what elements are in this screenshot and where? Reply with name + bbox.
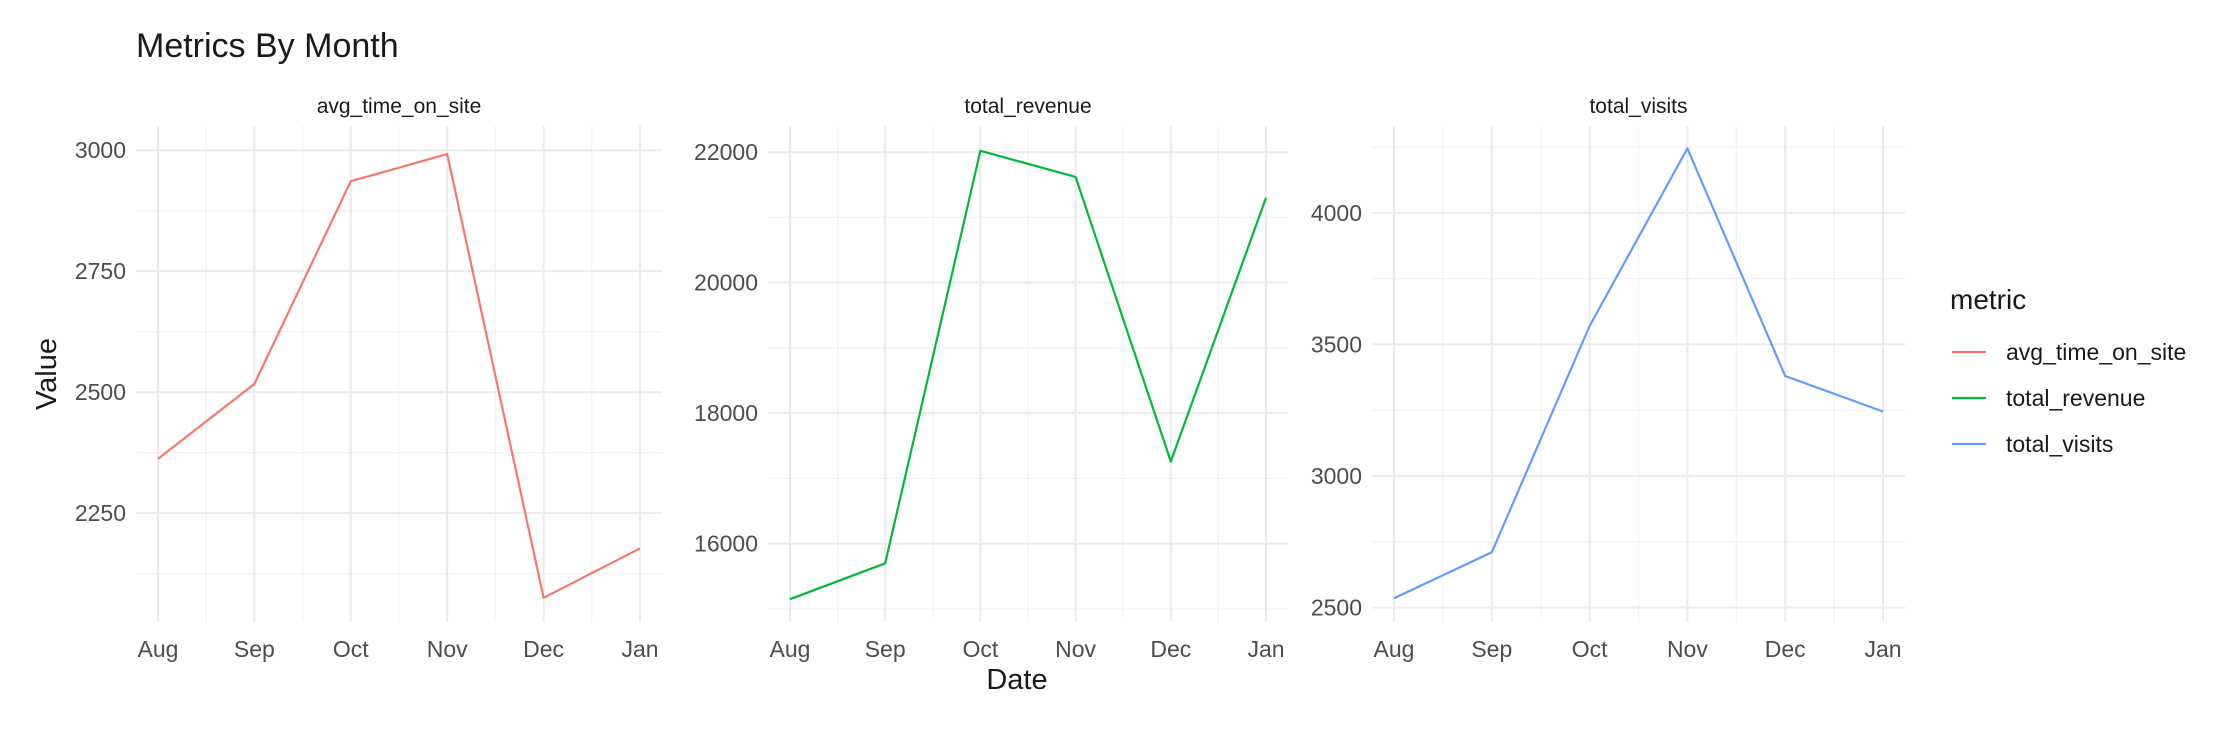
- data-point: [1169, 459, 1173, 463]
- y-tick-label: 3500: [1311, 331, 1362, 357]
- legend-label-total_visits: total_visits: [2006, 431, 2113, 457]
- facet-panel-total_visits: Aug Sep Oct Nov Dec Jan 2500 3000 3500 4000 total_…: [1311, 95, 1905, 662]
- y-tick-label: 16000: [694, 531, 758, 557]
- x-tick-label: Jan: [1247, 636, 1284, 662]
- facet-panel-avg_time_on_site: Aug Sep Oct Nov Dec Jan 2250 2500 2750 3000 avg_ti…: [75, 95, 662, 662]
- series-line-avg_time_on_site: [157, 153, 641, 599]
- x-tick-label: Dec: [1150, 636, 1191, 662]
- x-tick-label: Aug: [770, 636, 811, 662]
- x-tick-label: Sep: [234, 636, 275, 662]
- x-tick-label: Dec: [1765, 636, 1806, 662]
- x-tick-label: Sep: [865, 636, 906, 662]
- series-line-total_visits: [1393, 147, 1884, 600]
- data-point: [1392, 596, 1396, 600]
- data-point: [1783, 374, 1787, 378]
- y-tick-label: 22000: [694, 139, 758, 165]
- x-tick-label: Dec: [523, 636, 564, 662]
- y-tick-label: 3000: [1311, 463, 1362, 489]
- y-tick-label: 2750: [75, 258, 126, 284]
- x-tick-label: Jan: [1864, 636, 1901, 662]
- y-tick-label: 2250: [75, 500, 126, 526]
- data-point: [156, 457, 160, 461]
- legend: metric avg_time_on_site total_revenuetota…: [1950, 284, 2186, 457]
- data-point: [638, 546, 642, 550]
- facet-strip-title: total_visits: [1589, 95, 1687, 118]
- x-tick-label: Nov: [1667, 636, 1708, 662]
- x-tick-label: Nov: [1055, 636, 1096, 662]
- y-tick-label: 2500: [1311, 595, 1362, 621]
- x-tick-label: Sep: [1471, 636, 1512, 662]
- chart-title: Metrics By Month: [136, 27, 399, 65]
- legend-label-avg_time_on_site: avg_time_on_site: [2006, 339, 2186, 365]
- data-point: [1490, 550, 1494, 554]
- facet-strip-title: total_revenue: [964, 95, 1091, 118]
- data-point: [252, 382, 256, 386]
- data-point: [1264, 196, 1268, 200]
- series-line-total_revenue: [789, 149, 1268, 601]
- x-tick-label: Oct: [333, 636, 369, 662]
- legend-title: metric: [1950, 284, 2026, 315]
- legend-label-total_revenue: total_revenue: [2006, 385, 2145, 411]
- y-tick-label: 20000: [694, 270, 758, 296]
- x-axis-title: Date: [986, 664, 1047, 696]
- data-point: [445, 152, 449, 156]
- y-axis-title: Value: [31, 338, 63, 410]
- data-point: [1588, 324, 1592, 328]
- y-tick-label: 3000: [75, 137, 126, 163]
- y-tick-label: 18000: [694, 400, 758, 426]
- y-tick-label: 4000: [1311, 200, 1362, 226]
- facet-panels: Aug Sep Oct Nov Dec Jan 2250 2500 2750 3000 avg_ti…: [75, 95, 1905, 662]
- data-point: [542, 596, 546, 600]
- x-tick-label: Aug: [138, 636, 179, 662]
- data-point: [788, 597, 792, 601]
- facet-strip-title: avg_time_on_site: [317, 95, 482, 118]
- data-point: [1074, 175, 1078, 179]
- data-point: [978, 149, 982, 153]
- data-point: [349, 179, 353, 183]
- x-tick-label: Aug: [1374, 636, 1415, 662]
- data-point: [883, 561, 887, 565]
- y-tick-label: 2500: [75, 379, 126, 405]
- x-tick-label: Jan: [621, 636, 658, 662]
- data-point: [1881, 409, 1885, 413]
- x-tick-label: Oct: [1572, 636, 1608, 662]
- data-point: [1685, 146, 1689, 150]
- x-tick-label: Nov: [427, 636, 468, 662]
- x-tick-label: Oct: [963, 636, 999, 662]
- facet-panel-total_revenue: Aug Sep Oct Nov Dec Jan 16000 18000 20000 22000 to…: [694, 95, 1288, 662]
